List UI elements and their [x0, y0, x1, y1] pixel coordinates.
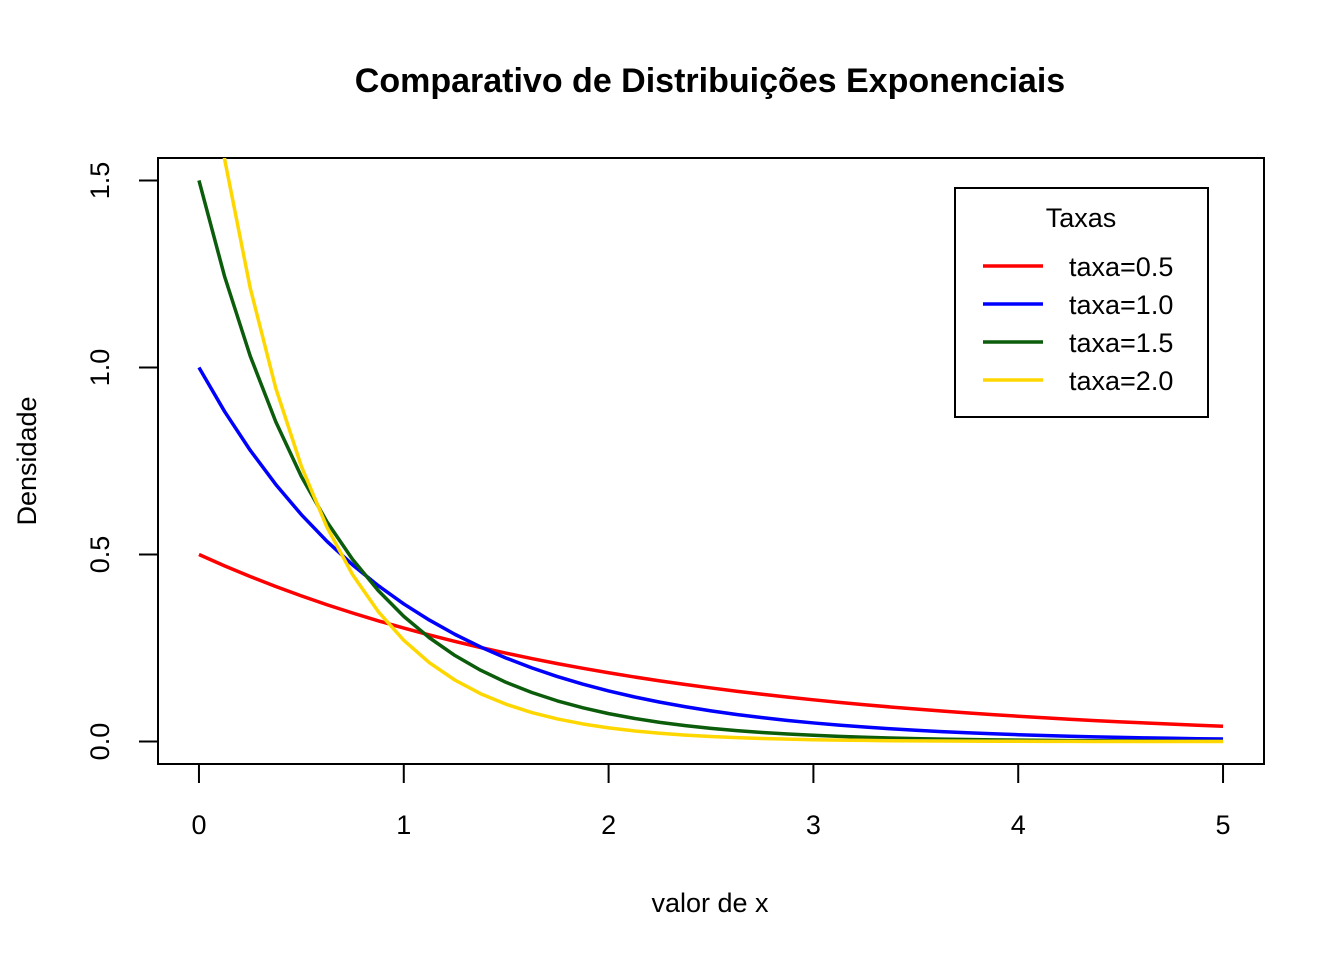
legend-label: taxa=1.0: [1069, 290, 1173, 320]
y-tick-label: 1.5: [85, 162, 115, 200]
series-layer: [197, 158, 1224, 744]
x-tick-label: 4: [1011, 810, 1026, 840]
y-axis: 0.0 0.5 1.0 1.5: [85, 162, 159, 761]
x-tick-label: 5: [1216, 810, 1231, 840]
x-tick-label: 1: [396, 810, 411, 840]
legend: Taxas taxa=0.5 taxa=1.0 taxa=1.5 taxa=2.0: [954, 187, 1209, 418]
x-tick-label: 2: [601, 810, 616, 840]
x-tick-label: 0: [191, 810, 206, 840]
legend-title: Taxas: [1046, 203, 1117, 233]
legend-label: taxa=2.0: [1069, 366, 1173, 396]
x-axis: 0 1 2 3 4 5: [191, 763, 1231, 840]
y-tick-label: 1.0: [85, 349, 115, 387]
series-line-1: [198, 552, 1224, 728]
y-tick-label: 0.5: [85, 536, 115, 574]
chart-title: Comparativo de Distribuições Exponenciai…: [355, 62, 1065, 100]
y-tick-label: 0.0: [85, 723, 115, 761]
legend-label: taxa=0.5: [1069, 252, 1173, 282]
series-line-4: [222, 158, 1224, 744]
x-tick-label: 3: [806, 810, 821, 840]
y-axis-label: Densidade: [12, 396, 42, 525]
series-line-2: [197, 366, 1224, 741]
legend-label: taxa=1.5: [1069, 328, 1173, 358]
x-axis-label: valor de x: [651, 888, 769, 918]
